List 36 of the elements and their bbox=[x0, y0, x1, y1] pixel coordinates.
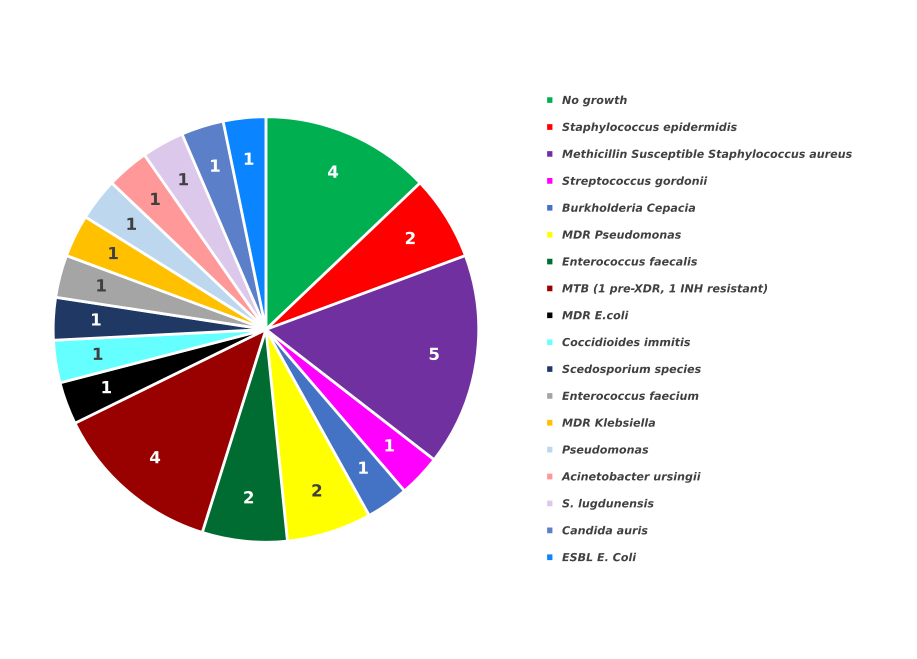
legend-label: MTB (1 pre-XDR, 1 INH resistant) bbox=[562, 284, 768, 295]
legend-label: MDR E.coli bbox=[562, 310, 628, 320]
legend-label: Enterococcus faecium bbox=[562, 391, 698, 400]
data-label: 4 bbox=[328, 166, 338, 178]
legend-label: Burkholderia Cepacia bbox=[562, 203, 696, 214]
legend-label: Enterococcus faecalis bbox=[562, 257, 698, 266]
data-label: 1 bbox=[151, 192, 160, 205]
data-label: 5 bbox=[430, 348, 439, 360]
legend-label: MDR Pseudomonas bbox=[562, 230, 681, 239]
data-label: 1 bbox=[211, 160, 220, 172]
data-label: 1 bbox=[179, 173, 188, 186]
data-label: 2 bbox=[244, 491, 254, 504]
legend-label: Streptococcus gordonii bbox=[562, 176, 708, 188]
legend-label: Staphylococcus epidermidis bbox=[562, 122, 737, 134]
legend-label: Coccidioides immitis bbox=[562, 338, 690, 346]
legend-label: No growth bbox=[562, 96, 627, 106]
data-label: 1 bbox=[359, 462, 368, 474]
legend-label: MDR Klebsiella bbox=[562, 418, 655, 427]
legend-label: Candida auris bbox=[562, 526, 648, 534]
data-label: 1 bbox=[244, 152, 254, 165]
legend-label: S. lugdunensis bbox=[562, 498, 654, 510]
legend-label: Acinetobacter ursingii bbox=[561, 472, 701, 483]
data-label: 4 bbox=[150, 451, 160, 464]
data-label: 1 bbox=[102, 381, 111, 394]
legend-label: Methicillin Susceptible Staphylococcus aureus bbox=[562, 149, 852, 160]
legend-label: ESBL E. Coli bbox=[562, 552, 636, 562]
legend-label: Pseudomonas bbox=[562, 445, 648, 454]
data-label: 1 bbox=[92, 313, 101, 326]
data-label: 1 bbox=[94, 348, 102, 360]
data-label: 1 bbox=[127, 218, 136, 230]
data-label: 1 bbox=[385, 439, 394, 452]
data-label: 2 bbox=[406, 232, 415, 244]
data-label: 1 bbox=[109, 246, 118, 260]
data-label: 2 bbox=[312, 484, 322, 496]
legend-label: Scedosporium species bbox=[562, 364, 701, 376]
data-label: 1 bbox=[97, 279, 106, 292]
